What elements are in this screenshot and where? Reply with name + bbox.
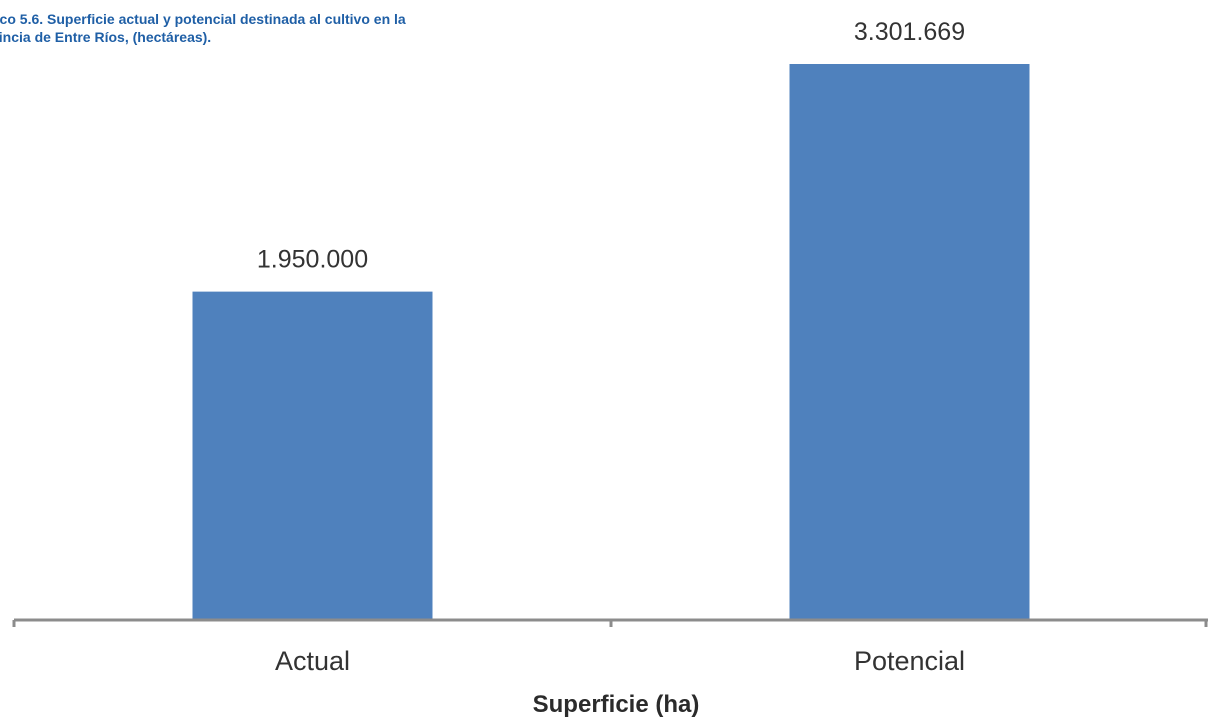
category-label-actual: Actual [275,646,350,676]
x-axis [12,618,1208,627]
value-label-potencial: 3.301.669 [854,18,965,46]
labels-layer: 1.950.000 Actual 3.301.669 Potencial [257,18,965,676]
chart-title-line-1: fico 5.6. Superficie actual y potencial … [0,11,406,27]
bar-actual [192,291,433,620]
chart-title-line-2: vincia de Entre Ríos, (hectáreas). [0,29,212,45]
bar-potencial [789,64,1030,620]
category-label-potencial: Potencial [854,646,965,676]
x-axis-title: Superficie (ha) [533,691,700,718]
chart-title: fico 5.6. Superficie actual y potencial … [0,10,591,46]
bars-layer [192,64,1030,620]
value-label-actual: 1.950.000 [257,246,368,274]
